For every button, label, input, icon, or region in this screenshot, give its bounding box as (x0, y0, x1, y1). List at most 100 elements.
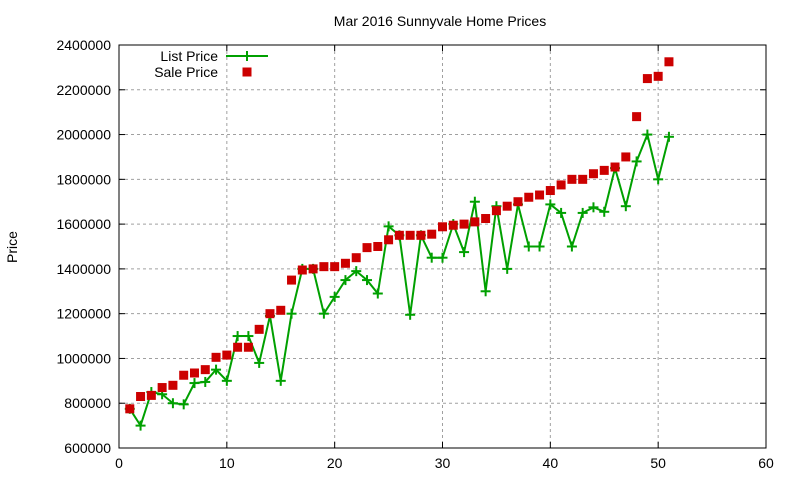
data-point (481, 214, 491, 224)
data-point (599, 206, 610, 217)
data-point (620, 201, 631, 212)
data-point (254, 357, 265, 368)
data-point (556, 207, 567, 218)
data-point (362, 243, 372, 253)
y-tick-label: 1600000 (56, 216, 111, 232)
data-point (329, 291, 340, 302)
data-point (243, 331, 254, 342)
data-point (459, 247, 470, 258)
data-point (178, 399, 189, 410)
x-tick-label: 40 (543, 455, 559, 471)
data-point (545, 199, 556, 210)
data-point (588, 202, 599, 213)
y-tick-label: 2400000 (56, 37, 111, 53)
y-tick-label: 1400000 (56, 261, 111, 277)
x-tick-label: 30 (435, 455, 451, 471)
data-point (189, 378, 200, 389)
plot-frame (118, 44, 767, 449)
data-point (351, 253, 361, 263)
chart-title: Mar 2016 Sunnyvale Home Prices (334, 13, 546, 29)
data-point (254, 324, 264, 334)
y-tick-label: 600000 (64, 440, 111, 456)
data-point (653, 174, 664, 185)
data-point (232, 331, 243, 342)
data-point (351, 266, 362, 277)
data-point (157, 383, 167, 393)
data-point (125, 404, 135, 414)
data-point (211, 352, 221, 362)
data-point (438, 222, 447, 232)
data-point (200, 365, 210, 375)
data-point (286, 308, 297, 319)
data-point (567, 174, 577, 184)
legend-marker (242, 51, 252, 61)
data-point (222, 350, 232, 360)
data-point (179, 370, 189, 380)
data-point (469, 196, 480, 207)
data-point (523, 241, 534, 252)
legend-label-list-price: List Price (160, 48, 218, 64)
data-point (513, 197, 523, 207)
data-point (621, 152, 631, 162)
data-point (588, 169, 598, 179)
data-point (372, 288, 383, 299)
data-point (405, 309, 416, 320)
data-point (275, 375, 286, 386)
series-line (128, 131, 670, 428)
data-point (566, 241, 577, 252)
data-point (610, 162, 620, 172)
data-point (663, 131, 674, 142)
data-point (599, 165, 609, 175)
data-point (502, 263, 513, 274)
data-point (318, 308, 329, 319)
data-point (384, 235, 394, 245)
y-tick-label: 1200000 (56, 306, 111, 322)
data-point (534, 241, 545, 252)
y-tick-label: 2200000 (56, 82, 111, 98)
legend-marker (242, 67, 252, 77)
data-point (416, 230, 426, 240)
y-tick-label: 2000000 (56, 127, 111, 143)
data-point (535, 190, 545, 200)
data-point (556, 180, 566, 190)
data-point (631, 156, 642, 167)
data-point (168, 380, 178, 390)
data-point (265, 309, 275, 319)
data-point (340, 275, 351, 286)
data-point (642, 129, 653, 140)
data-point (146, 390, 156, 400)
legend: List Price Sale Price (154, 48, 268, 80)
data-point (480, 286, 491, 297)
data-point (642, 74, 652, 84)
data-point (448, 220, 458, 230)
data-point (394, 230, 404, 240)
data-point (426, 252, 437, 263)
data-point (577, 207, 588, 218)
x-tick-label: 60 (758, 455, 774, 471)
data-point (653, 71, 663, 81)
x-tick-label: 10 (219, 455, 235, 471)
data-point (383, 221, 394, 232)
axis-ticks: 0 10 20 30 40 50 60 600000 800000 1000000 1200000 1… (56, 37, 774, 471)
data-point (135, 420, 146, 431)
data-point (491, 206, 501, 216)
data-point (373, 242, 383, 251)
data-point (136, 392, 146, 402)
y-tick-label: 800000 (64, 395, 111, 411)
grid (119, 45, 766, 448)
data-point (308, 264, 318, 274)
data-point (319, 262, 329, 272)
data-point (340, 258, 350, 268)
y-tick-label: 1800000 (56, 171, 111, 187)
data-point (632, 112, 642, 122)
data-point (437, 252, 448, 263)
data-point (167, 398, 178, 409)
data-point (243, 342, 253, 352)
x-tick-label: 0 (115, 455, 123, 471)
x-tick-label: 50 (650, 455, 666, 471)
data-point (287, 275, 297, 285)
series (124, 57, 674, 431)
legend-label-sale-price: Sale Price (154, 64, 218, 80)
y-axis-label: Price (4, 231, 20, 263)
